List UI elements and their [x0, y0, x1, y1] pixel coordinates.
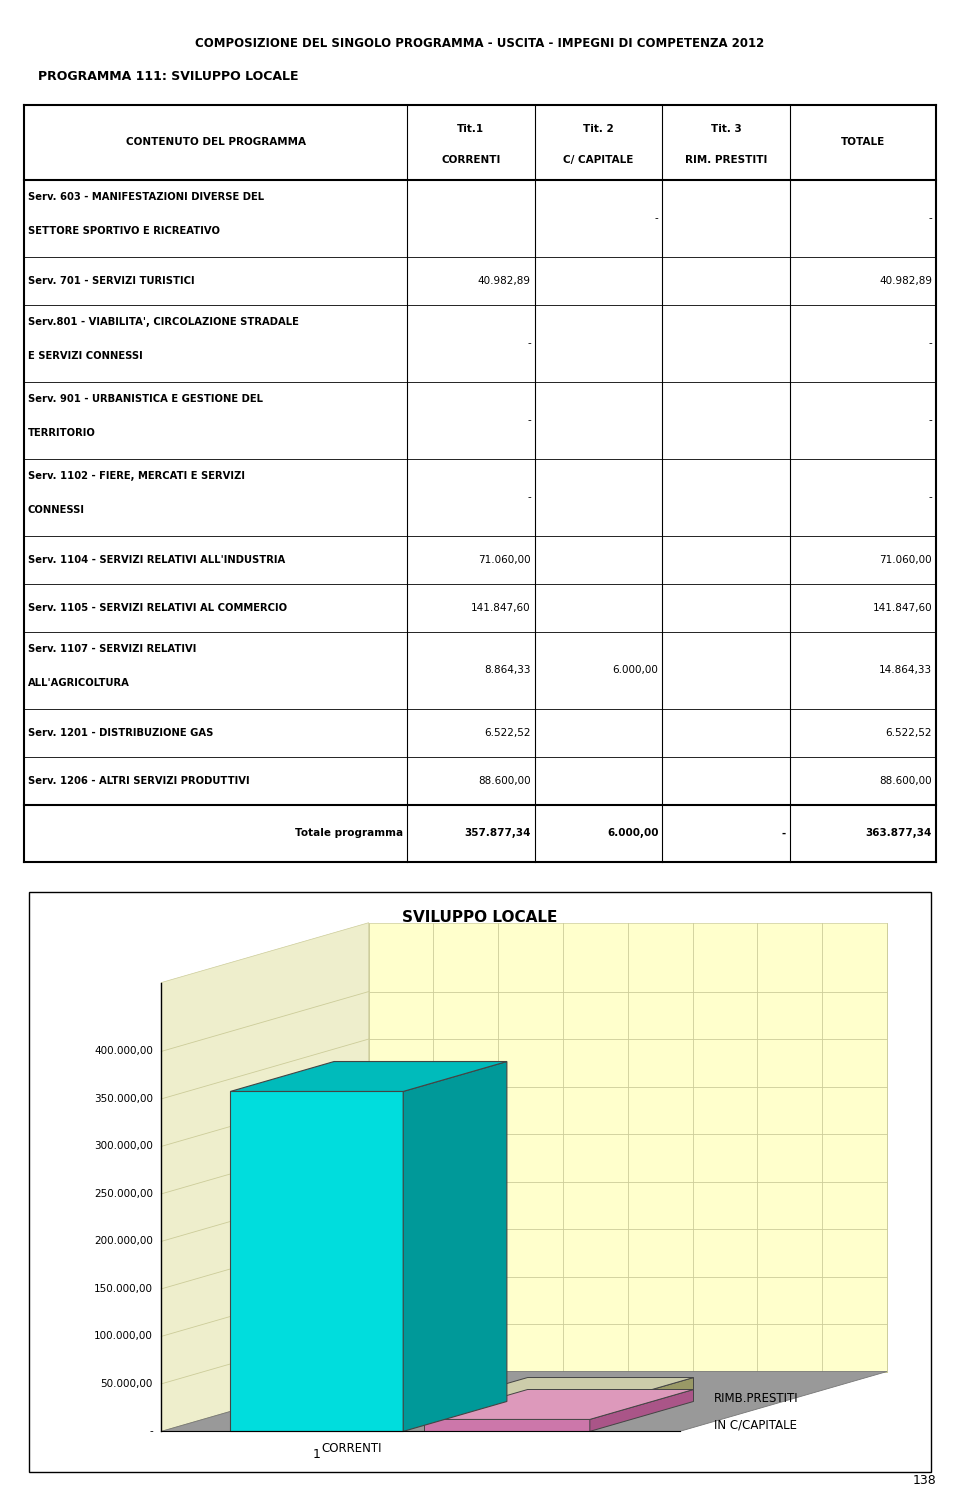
Text: 6.522,52: 6.522,52 — [886, 729, 932, 738]
Text: Serv. 603 - MANIFESTAZIONI DIVERSE DEL: Serv. 603 - MANIFESTAZIONI DIVERSE DEL — [28, 192, 264, 202]
Text: 40.982,89: 40.982,89 — [478, 276, 531, 286]
Text: IN C/CAPITALE: IN C/CAPITALE — [714, 1420, 797, 1432]
Text: 357.877,34: 357.877,34 — [465, 829, 531, 838]
Text: Serv. 1201 - DISTRIBUZIONE GAS: Serv. 1201 - DISTRIBUZIONE GAS — [28, 729, 213, 738]
Text: RIM. PRESTITI: RIM. PRESTITI — [685, 156, 767, 165]
Text: SETTORE SPORTIVO E RICREATIVO: SETTORE SPORTIVO E RICREATIVO — [28, 226, 220, 237]
Text: ALL'AGRICOLTURA: ALL'AGRICOLTURA — [28, 678, 130, 688]
Text: 1: 1 — [313, 1448, 321, 1462]
Text: 88.600,00: 88.600,00 — [879, 776, 932, 785]
Text: -: - — [655, 213, 659, 223]
Text: TERRITORIO: TERRITORIO — [28, 429, 96, 438]
Text: Tit. 2: Tit. 2 — [583, 124, 614, 133]
Text: -: - — [928, 415, 932, 426]
Text: Serv. 1107 - SERVIZI RELATIVI: Serv. 1107 - SERVIZI RELATIVI — [28, 643, 196, 654]
Text: 150.000,00: 150.000,00 — [94, 1285, 153, 1294]
Polygon shape — [424, 1408, 589, 1420]
Text: 6.000,00: 6.000,00 — [612, 666, 659, 676]
Text: 50.000,00: 50.000,00 — [101, 1379, 153, 1390]
Text: 363.877,34: 363.877,34 — [866, 829, 932, 838]
Text: 250.000,00: 250.000,00 — [94, 1189, 153, 1199]
Text: 14.864,33: 14.864,33 — [879, 666, 932, 676]
Text: PROGRAMMA 111: SVILUPPO LOCALE: PROGRAMMA 111: SVILUPPO LOCALE — [38, 70, 299, 84]
Text: -: - — [928, 213, 932, 223]
Text: -: - — [782, 829, 786, 838]
Text: -: - — [928, 339, 932, 348]
Text: 71.060,00: 71.060,00 — [879, 555, 932, 565]
Text: Serv. 701 - SERVIZI TURISTICI: Serv. 701 - SERVIZI TURISTICI — [28, 276, 195, 286]
Text: CORRENTI: CORRENTI — [442, 156, 500, 165]
Text: Serv. 1206 - ALTRI SERVIZI PRODUTTIVI: Serv. 1206 - ALTRI SERVIZI PRODUTTIVI — [28, 776, 250, 785]
Text: 138: 138 — [912, 1474, 936, 1487]
Polygon shape — [230, 1091, 403, 1432]
Text: C/ CAPITALE: C/ CAPITALE — [564, 156, 634, 165]
Text: 71.060,00: 71.060,00 — [478, 555, 531, 565]
Text: Tit.1: Tit.1 — [457, 124, 485, 133]
Text: COMPOSIZIONE DEL SINGOLO PROGRAMMA - USCITA - IMPEGNI DI COMPETENZA 2012: COMPOSIZIONE DEL SINGOLO PROGRAMMA - USC… — [196, 37, 764, 51]
Polygon shape — [589, 1390, 693, 1432]
Text: E SERVIZI CONNESSI: E SERVIZI CONNESSI — [28, 351, 143, 361]
Text: RIMB.PRESTITI: RIMB.PRESTITI — [714, 1393, 799, 1405]
Text: 40.982,89: 40.982,89 — [879, 276, 932, 286]
Text: 141.847,60: 141.847,60 — [873, 603, 932, 613]
Text: CORRENTI: CORRENTI — [321, 1442, 382, 1456]
Polygon shape — [403, 1061, 507, 1432]
Text: -: - — [928, 492, 932, 502]
Text: Serv. 1104 - SERVIZI RELATIVI ALL'INDUSTRIA: Serv. 1104 - SERVIZI RELATIVI ALL'INDUST… — [28, 555, 285, 565]
Text: 200.000,00: 200.000,00 — [94, 1237, 153, 1246]
Polygon shape — [230, 1061, 507, 1091]
Polygon shape — [161, 923, 369, 1432]
Text: -: - — [527, 339, 531, 348]
Text: -: - — [149, 1427, 153, 1436]
Text: 350.000,00: 350.000,00 — [94, 1094, 153, 1103]
Text: 8.864,33: 8.864,33 — [485, 666, 531, 676]
Text: CONNESSI: CONNESSI — [28, 505, 84, 516]
Text: TOTALE: TOTALE — [841, 138, 885, 147]
Text: 100.000,00: 100.000,00 — [94, 1331, 153, 1342]
Polygon shape — [369, 923, 887, 1372]
Text: CONTENUTO DEL PROGRAMMA: CONTENUTO DEL PROGRAMMA — [126, 138, 305, 147]
Text: 141.847,60: 141.847,60 — [471, 603, 531, 613]
Text: Totale programma: Totale programma — [295, 829, 403, 838]
Text: 88.600,00: 88.600,00 — [478, 776, 531, 785]
Text: Serv. 1102 - FIERE, MERCATI E SERVIZI: Serv. 1102 - FIERE, MERCATI E SERVIZI — [28, 471, 245, 481]
Text: -: - — [527, 415, 531, 426]
Text: Serv. 901 - URBANISTICA E GESTIONE DEL: Serv. 901 - URBANISTICA E GESTIONE DEL — [28, 394, 263, 403]
Text: 6.522,52: 6.522,52 — [485, 729, 531, 738]
Polygon shape — [161, 1372, 887, 1432]
Text: 400.000,00: 400.000,00 — [94, 1046, 153, 1057]
Text: SVILUPPO LOCALE: SVILUPPO LOCALE — [402, 910, 558, 925]
Text: 300.000,00: 300.000,00 — [94, 1141, 153, 1151]
Text: -: - — [527, 492, 531, 502]
Text: Serv.801 - VIABILITA', CIRCOLAZIONE STRADALE: Serv.801 - VIABILITA', CIRCOLAZIONE STRA… — [28, 316, 299, 327]
Polygon shape — [589, 1378, 693, 1420]
Polygon shape — [424, 1390, 693, 1420]
Text: Serv. 1105 - SERVIZI RELATIVI AL COMMERCIO: Serv. 1105 - SERVIZI RELATIVI AL COMMERC… — [28, 603, 287, 613]
Polygon shape — [424, 1378, 693, 1408]
Text: Tit. 3: Tit. 3 — [710, 124, 742, 133]
Text: 6.000,00: 6.000,00 — [607, 829, 659, 838]
Polygon shape — [424, 1420, 589, 1432]
